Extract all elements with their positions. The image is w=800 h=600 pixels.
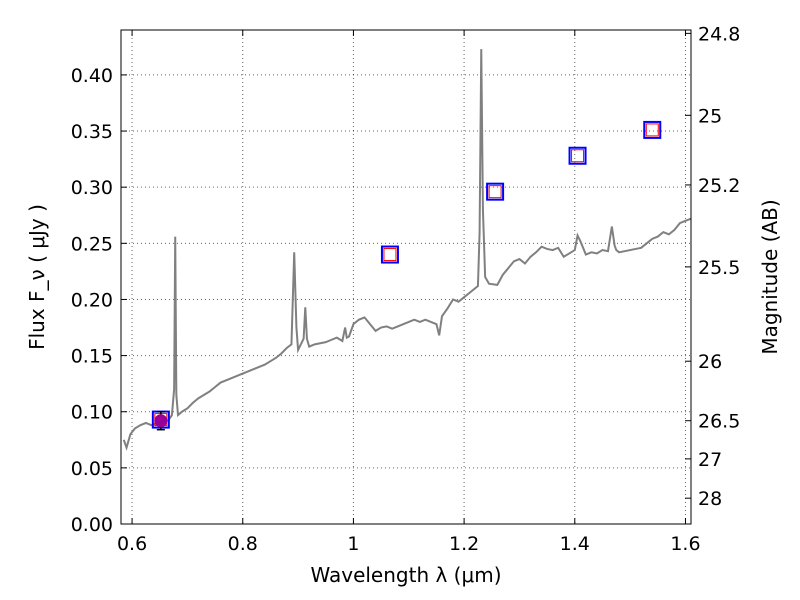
plot-frame [120,29,692,525]
y-tick-label: 0.40 [71,65,113,87]
detected-point [154,414,168,428]
right-tick-label: 27 [698,449,722,471]
y-tick-label: 0.00 [71,514,113,536]
right-tick-label: 28 [698,488,722,510]
observed-square-marker [643,120,662,139]
y-tick-label: 0.10 [71,402,113,424]
y-tick-label: 0.30 [71,177,113,199]
gridlines [121,30,691,525]
right-tick-label: 26.5 [698,411,740,433]
x-tick-label: 1 [347,533,359,555]
x-tick-label: 1.4 [560,533,590,555]
model-square-marker [645,123,659,137]
y-axis-right-label: Magnitude (AB) [758,199,782,354]
plot-area [122,49,691,451]
y-tick-label: 0.05 [71,458,113,480]
y-tick-label: 0.15 [71,346,113,368]
observed-square-marker [568,146,587,165]
right-tick-label: 25.2 [698,175,740,197]
right-tick-label: 25 [698,105,722,127]
axis-ticks: 0.6 0.8 1 1.2 1.4 1.6 0.00 0.05 0.10 0.15 0.20 0.25… [71,23,741,555]
model-square-marker [383,248,397,262]
y-tick-label: 0.25 [71,233,113,255]
y-tick-label: 0.35 [71,121,113,143]
photometry-markers [151,120,662,431]
observed-square-marker [380,245,399,264]
x-tick-label: 0.8 [228,533,258,555]
x-tick-label: 1.2 [449,533,479,555]
y-axis-label: Flux F_ν ( μJy ) [25,204,49,350]
x-tick-label: 0.6 [117,533,147,555]
model-square-marker [571,149,585,163]
model-square-marker [488,185,502,199]
right-tick-label: 25.5 [698,257,740,279]
x-tick-label: 1.6 [670,533,700,555]
right-tick-label: 26 [698,351,722,373]
spectrum-line [122,49,691,451]
observed-square-marker [486,182,505,201]
x-axis-label: Wavelength λ (μm) [310,563,501,587]
right-tick-label: 24.8 [698,23,740,45]
y-tick-label: 0.20 [71,289,113,311]
